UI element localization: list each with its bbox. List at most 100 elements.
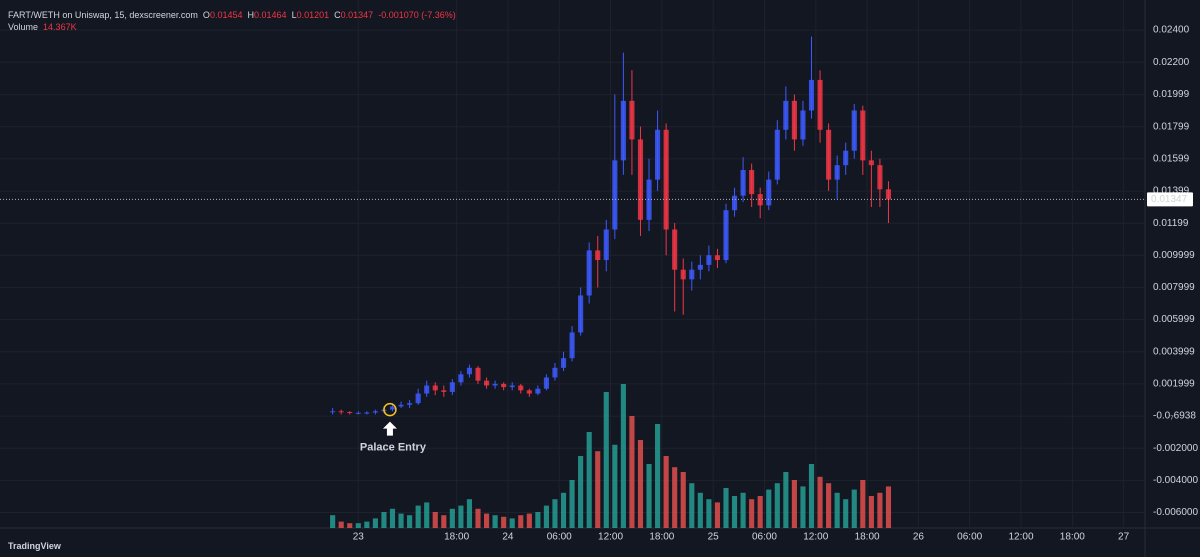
y-tick-label: -0.0₇6938 (1153, 411, 1196, 422)
candle-body (560, 358, 567, 368)
x-tick-label: 18:00 (649, 532, 674, 543)
volume-bar (723, 488, 729, 528)
volume-bar (817, 476, 823, 528)
candle-body (672, 229, 678, 270)
volume-bar (800, 486, 806, 528)
candle-body (492, 383, 498, 386)
volume-bar (475, 508, 481, 528)
y-tick-label: -0.006000 (1153, 507, 1198, 518)
candle-body (483, 380, 490, 386)
candle-body (526, 390, 532, 394)
volume-bar (740, 492, 746, 528)
candle-body (398, 404, 404, 407)
y-tick-label: 0.01399 (1153, 186, 1190, 197)
symbol-title: FART/WETH on Uniswap, 15, dexscreener.co… (8, 10, 198, 20)
candle-body (757, 194, 763, 206)
ohlc-key: O (202, 10, 210, 20)
volume-bar (603, 392, 609, 528)
candle-body (441, 390, 447, 392)
ohlc-value: 0.01347 (340, 10, 374, 20)
ohlc-key: L (291, 10, 297, 20)
candle-body (466, 367, 473, 375)
volume-bar (629, 416, 635, 528)
candle-body (791, 100, 797, 140)
volume-bar (843, 499, 849, 528)
candle-body (706, 255, 712, 265)
y-tick-label: 0.005999 (1153, 314, 1195, 325)
candle-body (415, 393, 421, 404)
legend-header: FART/WETH on Uniswap, 15, dexscreener.co… (8, 9, 456, 33)
candle-body (697, 264, 703, 270)
candle-body (783, 100, 789, 130)
candle-body (826, 129, 832, 180)
volume-line: Volume 14.367K (8, 21, 456, 33)
candle-body (834, 165, 840, 180)
volume-bar (552, 499, 558, 528)
y-tick-label: 0.003999 (1153, 346, 1195, 357)
candle-body (552, 367, 558, 378)
annotation-text: Palace Entry (360, 442, 427, 454)
candle-body (843, 150, 849, 166)
x-tick-label: 18:00 (855, 532, 880, 543)
volume-bar (586, 432, 592, 528)
x-tick-label: 18:00 (1060, 532, 1085, 543)
ohlc-line: FART/WETH on Uniswap, 15, dexscreener.co… (8, 9, 456, 21)
volume-bar (330, 515, 336, 528)
candle-body (646, 179, 652, 220)
y-tick-label: 0.001999 (1153, 379, 1195, 390)
candle-body (637, 139, 644, 220)
volume-bar (381, 512, 387, 528)
candle-body (509, 385, 515, 388)
volume-bar (706, 499, 712, 528)
volume-bar (749, 499, 755, 528)
x-tick-label: 06:00 (547, 532, 572, 543)
volume-value: 14.367K (43, 22, 77, 32)
volume-bar (808, 464, 815, 528)
volume-bar (868, 496, 874, 528)
candle-body (458, 374, 464, 383)
volume-bar (774, 483, 780, 528)
y-tick-label: -0.004000 (1153, 475, 1198, 486)
volume-label: Volume (8, 22, 39, 32)
candle-body (800, 110, 806, 140)
volume-bar (398, 513, 404, 528)
candle-body (407, 403, 413, 405)
y-tick-label: 0.02400 (1153, 25, 1190, 36)
y-tick-label: 0.01599 (1153, 154, 1190, 165)
x-tick-label: 06:00 (752, 532, 777, 543)
candle-body (689, 269, 695, 280)
volume-bar (680, 472, 686, 528)
volume-bar (689, 483, 695, 528)
ohlc-value: 0.01464 (254, 10, 287, 20)
x-tick-label: 24 (502, 532, 514, 543)
volume-bar (612, 444, 618, 528)
ohlc-value: 0.01454 (209, 10, 243, 20)
last-price-label: 0.01347 (1151, 194, 1188, 205)
x-tick-label: 18:00 (444, 532, 469, 543)
volume-bar (483, 513, 490, 528)
volume-bar (407, 515, 413, 528)
last-price-box (1147, 192, 1193, 207)
candle-body (501, 383, 507, 388)
volume-bar (466, 499, 473, 528)
volume-bar (620, 384, 626, 528)
volume-bar (364, 521, 370, 528)
candle-body (629, 100, 635, 140)
volume-bar (877, 492, 883, 528)
volume-bar (569, 480, 575, 528)
candle-body (714, 255, 721, 261)
volume-bar (449, 508, 455, 528)
candle-body (518, 385, 524, 391)
candle-body (766, 179, 772, 206)
volume-bar (646, 464, 652, 528)
volume-bar (501, 516, 507, 528)
volume-bar (492, 515, 498, 528)
volume-bar (885, 486, 892, 528)
candle-body (347, 412, 353, 414)
candle-body (355, 412, 361, 414)
candle-body (663, 129, 669, 230)
candle-body (475, 367, 481, 381)
annotation-circle (383, 402, 397, 417)
x-tick-label: 26 (913, 532, 925, 543)
y-tick-label: 0.009999 (1153, 250, 1195, 261)
